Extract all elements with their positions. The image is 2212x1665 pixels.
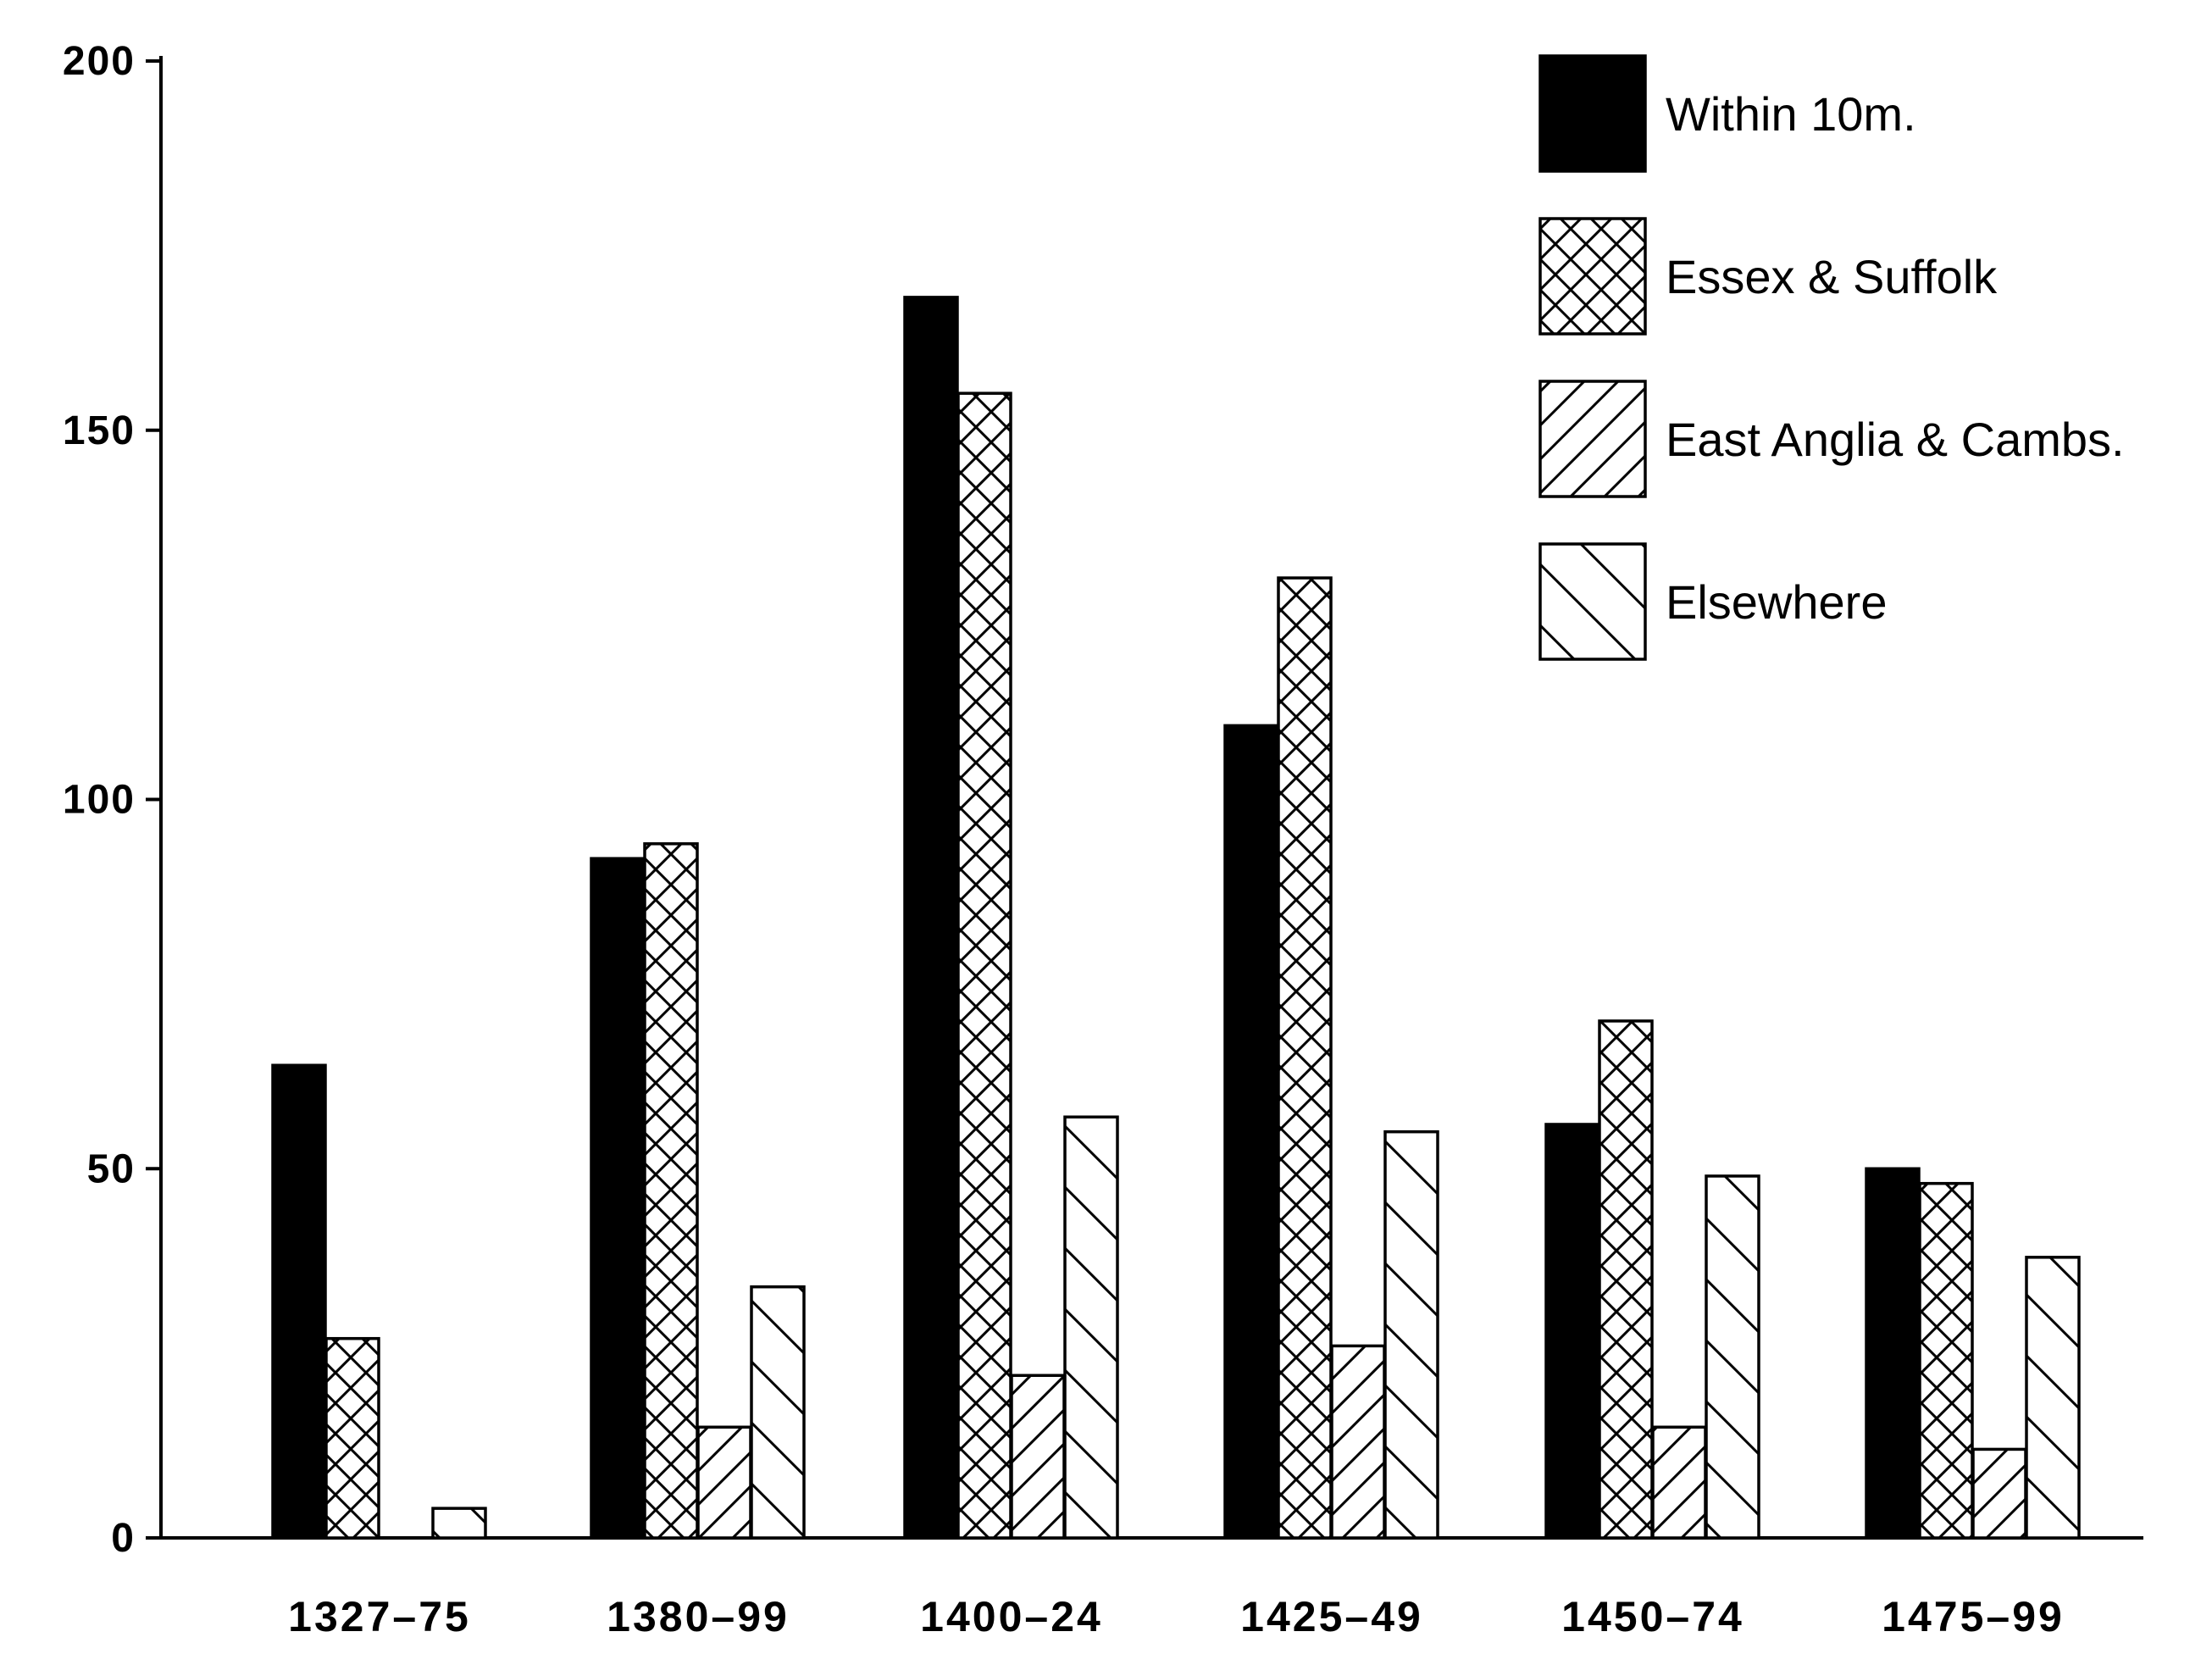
bars (271, 296, 2081, 1540)
bar-1-1475-99 (1865, 1167, 1921, 1540)
x-tick-label: 1425–49 (1240, 1593, 1423, 1640)
legend-swatch (1538, 217, 1647, 336)
y-tick-label: 50 (87, 1146, 136, 1191)
legend-label: East Anglia & Cambs. (1666, 413, 2125, 466)
legend-swatch (1538, 542, 1647, 661)
bar-1-1425-49 (1223, 724, 1279, 1540)
bar-2-1380-99 (643, 842, 699, 1540)
bar-2-1425-49 (1277, 576, 1333, 1540)
bar-1-1380-99 (590, 857, 646, 1540)
bar-2-1450-74 (1598, 1019, 1654, 1540)
bar-4-1380-99 (750, 1285, 806, 1540)
x-tick-label: 1400–24 (920, 1593, 1103, 1640)
bar-4-1400-24 (1063, 1115, 1119, 1540)
bar-3-1380-99 (696, 1425, 752, 1540)
x-tick-label: 1380–99 (607, 1593, 790, 1640)
bar-2-1327-75 (324, 1336, 380, 1540)
y-tick-label: 0 (111, 1516, 136, 1561)
axes: 0 50 100 150 200 1327–75 1380–99 1400–24 1425–49… (63, 39, 2143, 1640)
x-tick-label: 1450–74 (1561, 1593, 1744, 1640)
bar-3-1450-74 (1651, 1425, 1707, 1540)
y-tick-label: 200 (63, 39, 136, 84)
y-tick-label: 100 (63, 778, 136, 823)
bar-3-1400-24 (1010, 1374, 1066, 1540)
bar-4-1475-99 (2025, 1256, 2081, 1540)
legend-label: Essex & Suffolk (1666, 250, 1998, 303)
y-tick-label: 150 (63, 408, 136, 453)
bar-2-1475-99 (1918, 1181, 1974, 1540)
bar-4-1450-74 (1705, 1174, 1760, 1540)
bar-2-1400-24 (956, 391, 1012, 1540)
legend-swatch (1538, 380, 1647, 498)
bar-1-1327-75 (271, 1063, 327, 1540)
x-tick-label: 1327–75 (288, 1593, 471, 1640)
bar-3-1425-49 (1330, 1344, 1386, 1540)
bar-1-1400-24 (903, 296, 959, 1540)
legend-swatch (1538, 54, 1647, 173)
bar-3-1475-99 (1971, 1447, 2027, 1540)
bar-4-1327-75 (431, 1507, 487, 1540)
bar-1-1450-74 (1544, 1123, 1600, 1540)
legend-label: Within 10m. (1666, 87, 1916, 141)
legend: Within 10m. Essex & Suffolk East Anglia & … (1538, 54, 2125, 661)
legend-label: Elsewhere (1666, 575, 1887, 629)
x-tick-label: 1475–99 (1882, 1593, 2065, 1640)
bar-4-1425-49 (1383, 1129, 1439, 1540)
